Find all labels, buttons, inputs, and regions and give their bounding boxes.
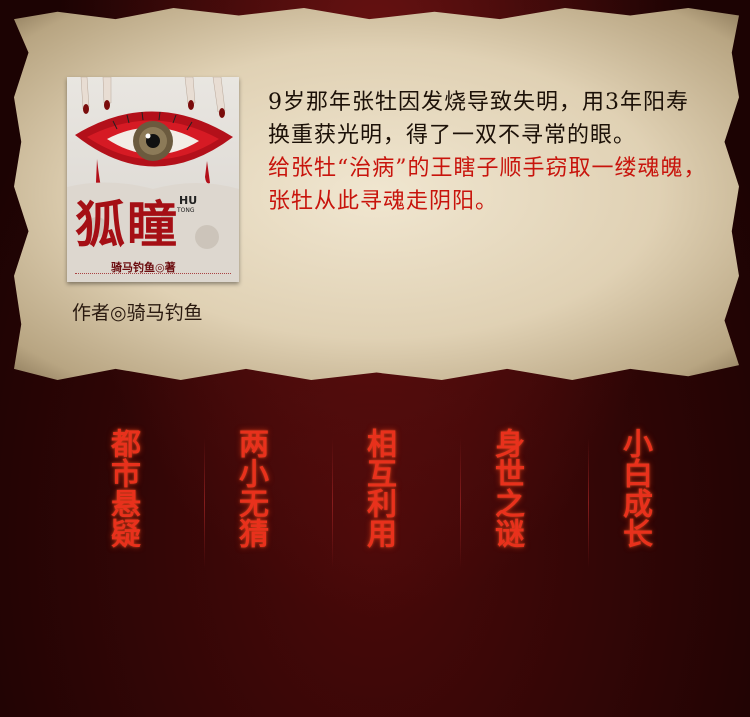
book-cover[interactable]: 狐瞳 HU TONG 骑马钓鱼◎著 — [67, 77, 239, 282]
tag-item[interactable]: 都市悬疑 — [105, 428, 140, 548]
eye-illustration — [67, 77, 239, 282]
book-blurb: 9岁那年张牡因发烧导致失明，用3年阳寿换重获光明，得了一双不寻常的眼。 给张牡“… — [268, 86, 708, 218]
author-caption: 作者◎骑马钓鱼 — [72, 302, 203, 324]
cover-title: 狐瞳 — [75, 195, 179, 254]
genre-tags: 都市悬疑 两小无猜 相互利用 身世之谜 小白成长 — [100, 428, 680, 578]
tag-item[interactable]: 身世之谜 — [489, 428, 524, 548]
cover-pinyin-tong: TONG — [177, 207, 195, 214]
tag-divider — [204, 438, 205, 568]
tag-divider — [332, 438, 333, 568]
cover-author: 骑马钓鱼◎著 — [111, 261, 176, 274]
tag-item[interactable]: 两小无猜 — [233, 428, 268, 548]
tag-item[interactable]: 相互利用 — [361, 428, 396, 548]
cover-fine-print — [75, 273, 231, 277]
blurb-intro: 9岁那年张牡因发烧导致失明，用3年阳寿换重获光明，得了一双不寻常的眼。 — [268, 90, 689, 148]
cover-pinyin-hu: HU — [179, 194, 198, 207]
tag-divider — [460, 438, 461, 568]
tag-divider — [588, 438, 589, 568]
blurb-highlight: 给张牡“治病”的王瞎子顺手窃取一缕魂魄，张牡从此寻魂走阴阳。 — [268, 156, 707, 214]
tag-item[interactable]: 小白成长 — [617, 428, 652, 548]
